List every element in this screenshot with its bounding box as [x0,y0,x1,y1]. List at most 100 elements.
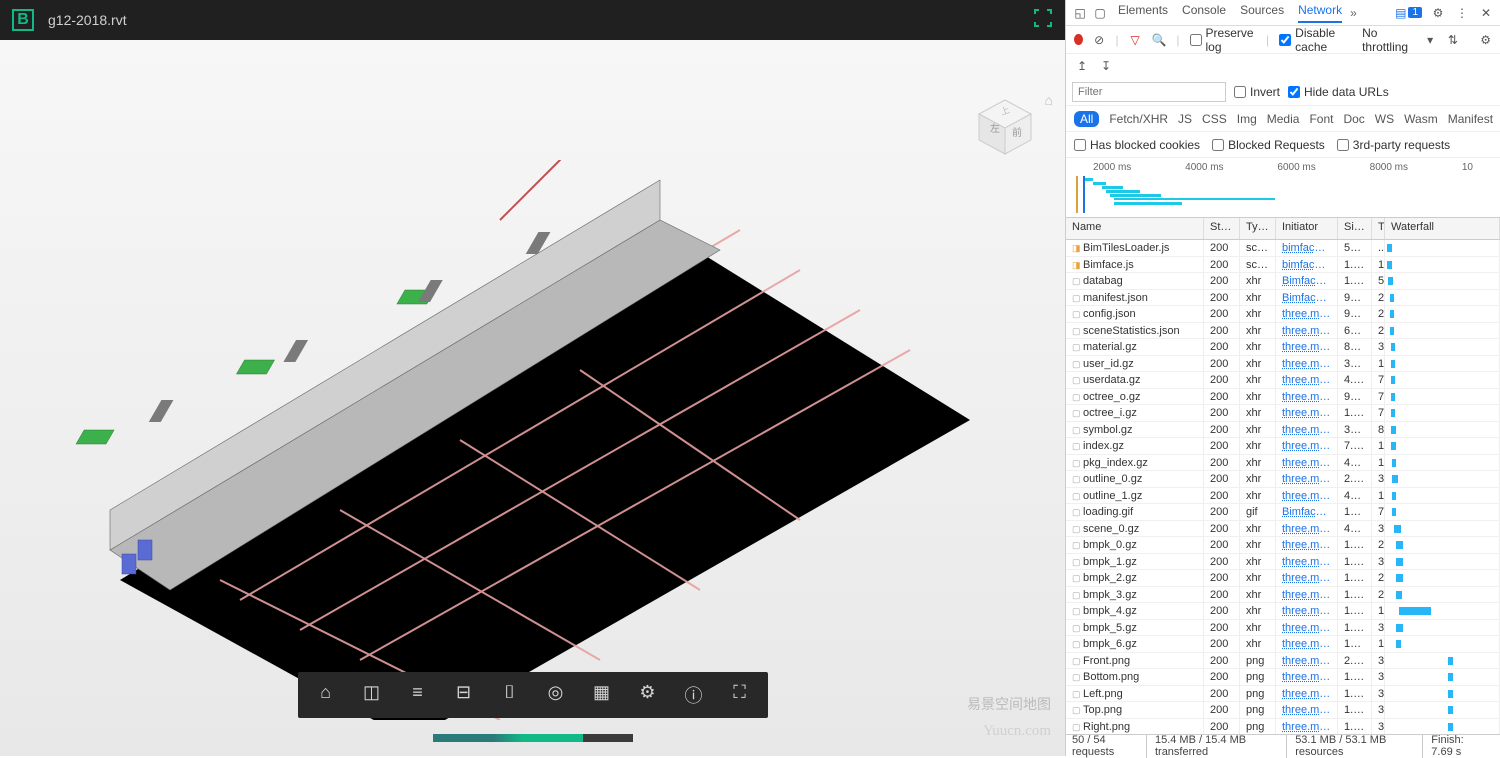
import-export-row: ↥ ↧ [1066,54,1500,78]
dock-menu-icon[interactable]: ⋮ [1454,6,1470,20]
viewer-app: B g12-2018.rvt [0,0,1065,756]
network-toolbar: ⊘ | ▽ 🔍 | Preserve log | Disable cache N… [1066,26,1500,54]
filter-chip-fetch-xhr[interactable]: Fetch/XHR [1109,112,1168,126]
model-render [40,160,1010,720]
request-row[interactable]: manifest.json200xhrBimface.js:1928 B2... [1066,290,1500,307]
filter-icon[interactable]: ▽ [1129,33,1142,47]
request-row[interactable]: user_id.gz200xhrthree.min.js:636.2...1..… [1066,356,1500,373]
network-grid-header[interactable]: Name Status Type Initiator Size T Waterf… [1066,218,1500,240]
request-row[interactable]: outline_1.gz200xhrthree.min.js:6498 ...1… [1066,488,1500,505]
viewer-toolbar: ⌂ ◫ ≡ ⊟ ⌷ ◎ ▦ ⚙ ⓘ ⛶ [298,672,768,718]
measure-icon[interactable]: ≡ [408,682,428,708]
network-conditions-icon[interactable]: ⇅ [1446,33,1459,47]
throttling-select[interactable]: No throttling [1362,26,1414,54]
walk-icon[interactable]: ⌷ [500,682,520,708]
tabs-more-icon[interactable]: » [1350,6,1357,20]
issues-badge[interactable]: ▤1 [1395,6,1422,20]
search-icon[interactable]: 🔍 [1151,33,1166,47]
file-title: g12-2018.rvt [48,12,127,28]
map-icon[interactable]: ◎ [546,682,566,708]
devtools-tabbar: ◱ ▢ Elements Console Sources Network » ▤1 ⚙… [1066,0,1500,26]
view-cube[interactable]: 左 前 上 [975,96,1035,156]
tab-console[interactable]: Console [1182,3,1226,23]
filter-chip-img[interactable]: Img [1237,112,1257,126]
type-filter-bar: All Fetch/XHR JS CSS Img Media Font Doc WS Wasm Ma… [1066,106,1500,132]
request-row[interactable]: bmpk_5.gz200xhrthree.min.js:61.7 ...3... [1066,620,1500,637]
request-row[interactable]: Left.png200pngthree.min.js:61.8 kB3... [1066,686,1500,703]
request-row[interactable]: loading.gif200gifBimface.css14.4...7... [1066,504,1500,521]
request-row[interactable]: bmpk_6.gz200xhrthree.min.js:6107 ...1... [1066,636,1500,653]
request-row[interactable]: scene_0.gz200xhrthree.min.js:6408 ...3..… [1066,521,1500,538]
invert-checkbox[interactable]: Invert [1234,85,1280,99]
preserve-log-checkbox[interactable]: Preserve log [1190,26,1257,54]
request-row[interactable]: config.json200xhrthree.min.js:6990 B2... [1066,306,1500,323]
third-party-checkbox[interactable]: 3rd-party requests [1337,138,1450,152]
request-row[interactable]: outline_0.gz200xhrthree.min.js:62.4 ...3… [1066,471,1500,488]
request-row[interactable]: octree_o.gz200xhrthree.min.js:6934 B7... [1066,389,1500,406]
request-row[interactable]: pkg_index.gz200xhrthree.min.js:6486 B1..… [1066,455,1500,472]
blocked-requests-checkbox[interactable]: Blocked Requests [1212,138,1325,152]
svg-text:左: 左 [990,122,1000,135]
filter-chip-manifest[interactable]: Manifest [1448,112,1493,126]
tab-sources[interactable]: Sources [1240,3,1284,23]
filter-chip-wasm[interactable]: Wasm [1404,112,1438,126]
device-icon[interactable]: ▢ [1092,6,1108,20]
request-row[interactable]: sceneStatistics.json200xhrthree.min.js:6… [1066,323,1500,340]
request-row[interactable]: bmpk_4.gz200xhrthree.min.js:61.5 ...1... [1066,603,1500,620]
grid-icon[interactable]: ▦ [592,682,612,708]
request-row[interactable]: bmpk_1.gz200xhrthree.min.js:61.3 ...3... [1066,554,1500,571]
request-row[interactable]: Front.png200pngthree.min.js:62.0 kB3... [1066,653,1500,670]
viewport-3d[interactable]: ⌂ 左 前 上 ⌂◫≡⊟⌷◎▦⚙ⓘ⛶ 易景空间地图 Yuucn.com [0,40,1065,756]
request-row[interactable]: userdata.gz200xhrthree.min.js:64.4 kB7..… [1066,372,1500,389]
viewcube-home-icon[interactable]: ⌂ [1045,92,1053,108]
hide-data-urls-checkbox[interactable]: Hide data URLs [1288,85,1389,99]
filter-chip-all[interactable]: All [1074,111,1099,127]
svg-text:前: 前 [1012,126,1022,139]
tab-elements[interactable]: Elements [1118,3,1168,23]
clear-icon[interactable]: ⊘ [1093,33,1106,47]
home-icon[interactable]: ⌂ [316,682,336,708]
request-row[interactable]: Bottom.png200pngthree.min.js:61.7 kB3... [1066,669,1500,686]
blocked-cookies-checkbox[interactable]: Has blocked cookies [1074,138,1200,152]
select-icon[interactable]: ◫ [362,682,382,708]
filter-chip-ws[interactable]: WS [1375,112,1394,126]
network-timeline[interactable]: 2000 ms4000 ms6000 ms8000 ms10 [1066,158,1500,218]
filter-chip-js[interactable]: JS [1178,112,1192,126]
request-row[interactable]: Top.png200pngthree.min.js:61.4 kB3... [1066,702,1500,719]
app-logo[interactable]: B [12,9,34,31]
settings-icon[interactable]: ⚙ [1430,6,1446,20]
request-row[interactable]: BimTilesLoader.js200scriptbimface.ind...… [1066,240,1500,257]
request-row[interactable]: databag200xhrBimface.js:11.3 kB5... [1066,273,1500,290]
filter-chip-media[interactable]: Media [1267,112,1300,126]
request-row[interactable]: material.gz200xhrthree.min.js:6823 B3... [1066,339,1500,356]
request-row[interactable]: Bimface.js200scriptbimface.ind...1.3 ...… [1066,257,1500,274]
request-row[interactable]: octree_i.gz200xhrthree.min.js:61.2 kB7..… [1066,405,1500,422]
filter-input[interactable] [1072,82,1226,102]
watermark: Yuucn.com [983,723,1051,740]
disable-cache-checkbox[interactable]: Disable cache [1279,26,1352,54]
upload-icon[interactable]: ↥ [1074,59,1090,73]
fullscreen-icon[interactable]: ⛶ [730,682,750,708]
filter-chip-css[interactable]: CSS [1202,112,1227,126]
request-row[interactable]: bmpk_2.gz200xhrthree.min.js:61.4 ...2... [1066,570,1500,587]
inspect-icon[interactable]: ◱ [1072,6,1088,20]
loading-bar [433,734,633,742]
scan-icon[interactable] [1033,8,1053,33]
filter-chip-font[interactable]: Font [1309,112,1333,126]
throttling-chevron-icon[interactable]: ▾ [1424,33,1437,47]
request-row[interactable]: symbol.gz200xhrthree.min.js:639.6...8... [1066,422,1500,439]
request-row[interactable]: index.gz200xhrthree.min.js:67.4 kB1... [1066,438,1500,455]
network-grid[interactable]: BimTilesLoader.js200scriptbimface.ind...… [1066,240,1500,734]
settings-icon[interactable]: ⚙ [638,682,658,708]
record-button[interactable] [1074,34,1083,45]
request-row[interactable]: bmpk_0.gz200xhrthree.min.js:61.3 ...2... [1066,537,1500,554]
request-row[interactable]: Right.png200pngthree.min.js:61.9 kB3... [1066,719,1500,735]
request-row[interactable]: bmpk_3.gz200xhrthree.min.js:61.3 ...2... [1066,587,1500,604]
download-icon[interactable]: ↧ [1098,59,1114,73]
network-settings-icon[interactable]: ⚙ [1479,33,1492,47]
filter-chip-doc[interactable]: Doc [1343,112,1364,126]
close-icon[interactable]: ✕ [1478,6,1494,20]
tab-network[interactable]: Network [1298,3,1342,23]
info-icon[interactable]: ⓘ [684,682,704,708]
section-icon[interactable]: ⊟ [454,682,474,708]
